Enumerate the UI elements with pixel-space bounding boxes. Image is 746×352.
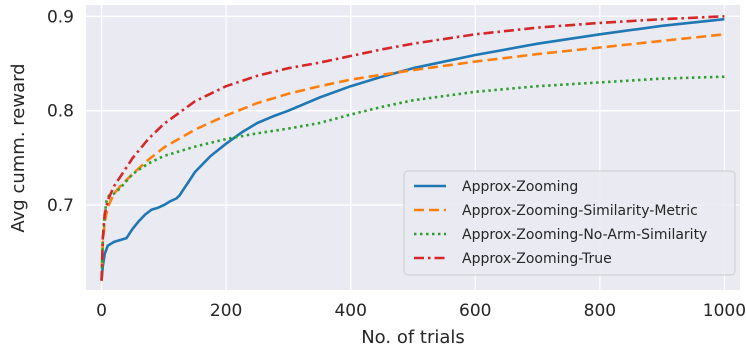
tick-labels: 0 200 400 600 800 1000 0.7 0.8 0.9 — [47, 7, 746, 321]
legend: Approx-Zooming Approx-Zooming-Similarity-… — [403, 170, 736, 276]
legend-label: Approx-Zooming-True — [462, 251, 612, 267]
y-tick-label: 0.9 — [47, 7, 74, 27]
x-tick-label: 400 — [334, 301, 366, 321]
y-tick-label: 0.8 — [47, 102, 74, 122]
y-tick-label: 0.7 — [47, 196, 74, 216]
legend-label: Approx-Zooming-Similarity-Metric — [462, 203, 698, 219]
series-line — [100, 15, 725, 281]
x-tick-label: 0 — [96, 301, 107, 321]
legend-label: Approx-Zooming — [462, 179, 578, 195]
legend-items: Approx-Zooming Approx-Zooming-Similarity-… — [414, 179, 707, 267]
x-tick-label: 200 — [210, 301, 242, 321]
x-tick-label: 800 — [584, 301, 616, 321]
legend-box — [403, 170, 736, 276]
legend-label: Approx-Zooming-No-Arm-Similarity — [462, 227, 707, 243]
series-lines — [100, 15, 725, 281]
y-axis-title: Avg cumm. reward — [8, 63, 29, 232]
x-tick-label: 600 — [459, 301, 491, 321]
x-axis-title: No. of trials — [361, 327, 465, 348]
x-tick-label: 1000 — [703, 301, 746, 321]
series-line — [100, 33, 725, 281]
